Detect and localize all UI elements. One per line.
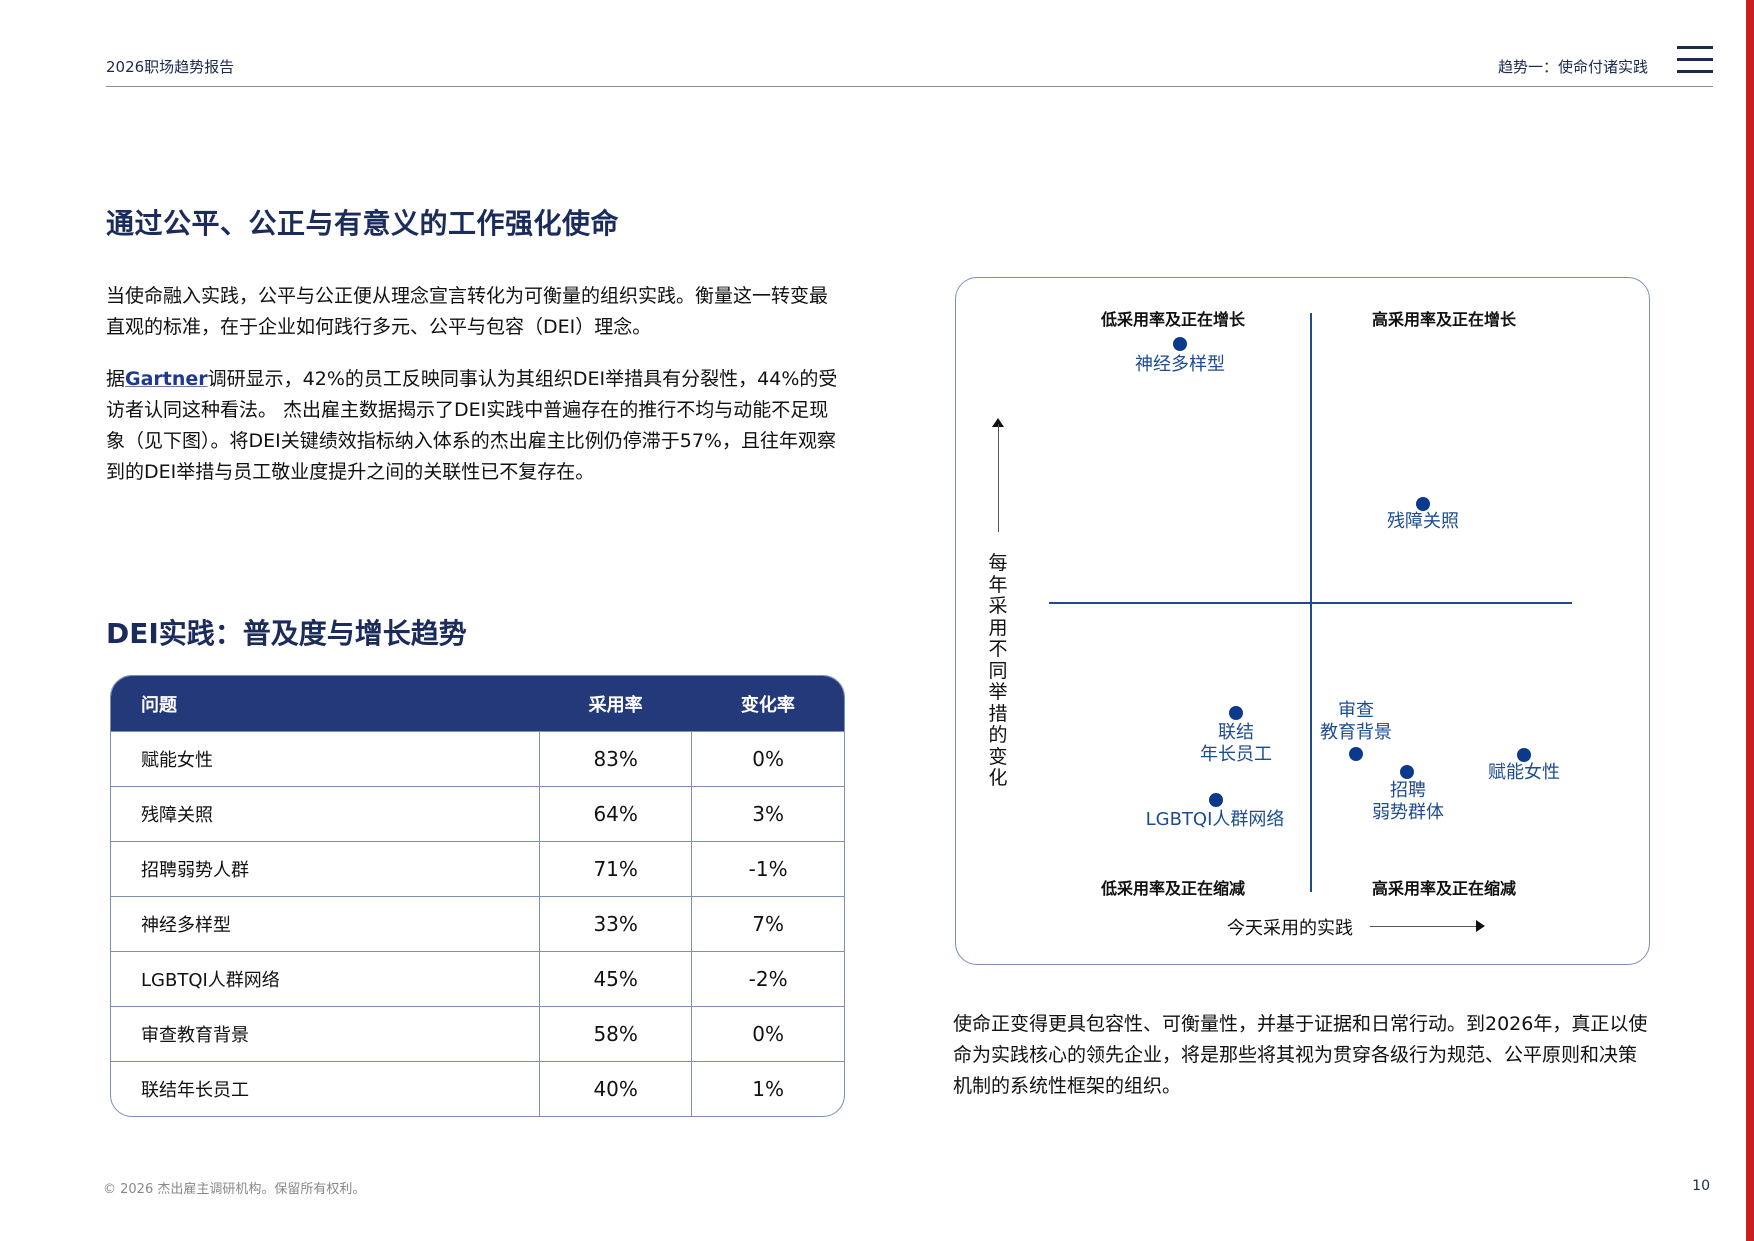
change-cell: 1% <box>691 1061 844 1116</box>
adoption-cell: 40% <box>539 1061 692 1116</box>
issue-cell: 神经多样型 <box>111 896 540 952</box>
adoption-cell: 71% <box>539 841 692 897</box>
point-label-lgbtqi-network: LGBTQI人群网络 <box>1146 809 1285 831</box>
y-axis-arrow <box>998 424 999 532</box>
menu-line <box>1677 46 1713 49</box>
change-cell: -1% <box>691 841 844 897</box>
issue-cell: 招聘弱势人群 <box>111 841 540 897</box>
quadrant-label-top-right: 高采用率及正在增长 <box>1371 310 1517 329</box>
table-row: 联结年长员工 40% 1% <box>111 1061 844 1116</box>
intro-paragraph: 当使命融入实践，公平与公正便从理念宣言转化为可衡量的组织实践。衡量这一转变最直观… <box>106 285 829 338</box>
section-title: 趋势一：使命付诸实践 <box>1497 58 1648 76</box>
point-dot <box>1173 337 1187 351</box>
point-dot <box>1416 497 1430 511</box>
report-title: 2026职场趋势报告 <box>106 58 235 76</box>
issue-cell: 赋能女性 <box>111 731 540 787</box>
table-row: 神经多样型 33% 7% <box>111 896 844 952</box>
column-header-adoption: 采用率 <box>539 676 692 732</box>
menu-line <box>1677 70 1713 73</box>
column-header-change: 变化率 <box>691 676 844 732</box>
quadrant-label-top-left: 低采用率及正在增长 <box>1100 310 1246 329</box>
issue-cell: 审查教育背景 <box>111 1006 540 1062</box>
issue-cell: LGBTQI人群网络 <box>111 951 540 1007</box>
table-row: 赋能女性 83% 0% <box>111 731 844 787</box>
adoption-cell: 83% <box>539 731 692 787</box>
adoption-cell: 64% <box>539 786 692 842</box>
point-dot <box>1229 706 1243 720</box>
x-axis-arrow <box>1370 926 1476 927</box>
point-label-line: 招聘 <box>1390 780 1426 801</box>
point-dot <box>1517 748 1531 762</box>
table-header-row: 问题 采用率 变化率 <box>111 676 844 732</box>
point-label-line: 残障关照 <box>1387 511 1459 532</box>
point-dot <box>1349 747 1363 761</box>
table-row: 审查教育背景 58% 0% <box>111 1006 844 1062</box>
point-label-neurodiverse: 神经多样型 <box>1135 354 1225 376</box>
point-label-disability: 残障关照 <box>1387 511 1459 533</box>
x-axis-label: 今天采用的实践 <box>1227 918 1353 939</box>
page-number: 10 <box>1692 1178 1710 1194</box>
change-cell: 0% <box>691 1006 844 1062</box>
point-label-line: 神经多样型 <box>1135 354 1225 375</box>
menu-line <box>1677 58 1713 61</box>
dei-practices-table: 问题 采用率 变化率 赋能女性 83% 0% 残障关照 64% 3% 招聘弱势人… <box>110 675 845 1117</box>
column-header-issue: 问题 <box>111 676 540 732</box>
change-cell: 0% <box>691 731 844 787</box>
point-label-older-workers: 联结 年长员工 <box>1200 722 1272 766</box>
table-row: 残障关照 64% 3% <box>111 786 844 842</box>
quadrant-label-bottom-right: 高采用率及正在缩减 <box>1371 879 1517 898</box>
point-label-line: 审查 <box>1338 700 1374 721</box>
point-label-line: 联结 <box>1218 722 1254 743</box>
point-label-line: LGBTQI人群网络 <box>1145 809 1285 830</box>
paragraph-prefix: 据 <box>106 368 126 390</box>
header-divider <box>106 86 1713 87</box>
point-label-line: 弱势群体 <box>1372 802 1444 823</box>
point-label-line: 教育背景 <box>1320 722 1392 743</box>
adoption-cell: 58% <box>539 1006 692 1062</box>
horizontal-axis <box>1049 602 1572 604</box>
hamburger-menu-icon[interactable] <box>1677 46 1713 74</box>
point-label-education-screening: 审查 教育背景 <box>1320 700 1392 744</box>
quadrant-label-bottom-left: 低采用率及正在缩减 <box>1100 879 1246 898</box>
change-cell: -2% <box>691 951 844 1007</box>
point-label-women-empowerment: 赋能女性 <box>1488 762 1560 784</box>
point-dot <box>1400 765 1414 779</box>
issue-cell: 残障关照 <box>111 786 540 842</box>
copyright: © 2026 杰出雇主调研机构。保留所有权利。 <box>103 1182 366 1197</box>
change-cell: 7% <box>691 896 844 952</box>
table-row: LGBTQI人群网络 45% -2% <box>111 951 844 1007</box>
paragraph-body: 调研显示，42%的员工反映同事认为其组织DEI举措具有分裂性，44%的受访者认同… <box>106 368 838 483</box>
table-title: DEI实践：普及度与增长趋势 <box>106 617 467 650</box>
change-cell: 3% <box>691 786 844 842</box>
table-row: 招聘弱势人群 71% -1% <box>111 841 844 897</box>
point-label-disadvantaged-hiring: 招聘 弱势群体 <box>1372 780 1444 824</box>
page-title: 通过公平、公正与有意义的工作强化使命 <box>106 207 620 240</box>
point-label-line: 赋能女性 <box>1488 762 1560 783</box>
closing-paragraph: 使命正变得更具包容性、可衡量性，并基于证据和日常行动。到2026年，真正以使命为… <box>953 1013 1648 1097</box>
gartner-link[interactable]: Gartner <box>125 368 208 390</box>
gartner-paragraph: 据Gartner调研显示，42%的员工反映同事认为其组织DEI举措具有分裂性，4… <box>106 364 846 488</box>
quadrant-chart <box>955 277 1650 965</box>
point-dot <box>1209 793 1223 807</box>
adoption-cell: 45% <box>539 951 692 1007</box>
y-axis-label: 每年采用不同举措的变化 <box>988 552 1008 789</box>
arrow-up-icon <box>992 418 1004 427</box>
issue-cell: 联结年长员工 <box>111 1061 540 1116</box>
point-label-line: 年长员工 <box>1200 744 1272 765</box>
adoption-cell: 33% <box>539 896 692 952</box>
accent-bar <box>1746 0 1754 1241</box>
arrow-right-icon <box>1476 920 1485 932</box>
